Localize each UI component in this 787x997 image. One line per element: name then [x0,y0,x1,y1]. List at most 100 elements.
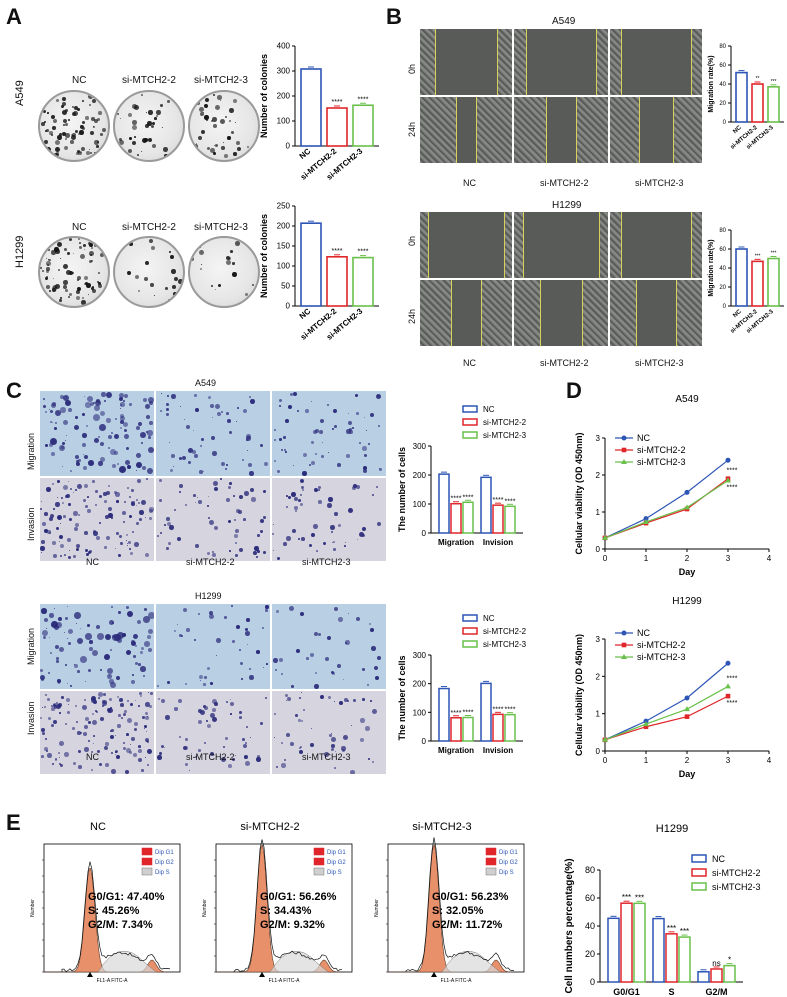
series-line-si-MTCH2-3 [604,685,729,741]
significance-label: *** [771,251,777,257]
texture-dot [183,746,188,751]
texture-dot [127,271,131,275]
texture-dot [273,658,278,663]
colony-dish-a549-si2 [113,90,185,162]
texture-dot [55,147,60,152]
wound-image [610,212,702,278]
texture-dot [80,732,82,734]
texture-dot [334,512,338,516]
texture-dot [311,728,313,730]
texture-dot [67,606,69,608]
texture-dot [91,247,93,249]
texture-dot [246,434,251,439]
flow-histogram-si3: si-MTCH2-3 Number FL1-A FITC-A Dip G1 Dip G2… [374,821,525,984]
wound-texture [420,212,428,278]
texture-dot [372,761,375,764]
texture-dot [54,247,59,252]
texture-dot [148,436,151,439]
texture-dot [69,293,72,296]
texture-dot [188,448,193,453]
wound-texture [514,212,523,278]
texture-dot [200,710,205,715]
texture-dot [137,620,141,624]
texture-dot [94,140,99,145]
y-tick-label: 80 [585,865,595,875]
wound-texture [514,29,526,95]
texture-dot [327,503,332,508]
texture-dot [306,657,309,660]
bar-G2/M-NC [697,971,710,983]
flow-legend-swatch [485,857,497,866]
bar-si-MTCH2-3 [352,256,374,307]
texture-dot [205,98,209,102]
x-axis-label: FL1-A FITC-A [97,978,129,984]
texture-dot [56,704,61,709]
texture-dot [227,419,231,423]
texture-dot [46,261,51,266]
y-tick-label: 60 [719,247,726,253]
texture-dot [119,698,123,702]
y-axis-label: Number of colonies [259,54,269,138]
texture-dot [118,554,122,558]
significance-label: **** [727,700,738,707]
texture-dot [46,152,49,155]
texture-dot [68,481,70,483]
texture-dot [203,471,205,473]
texture-dot [260,444,264,448]
significance-label: *** [755,253,761,259]
texture-dot [85,116,89,120]
chart-title: H1299 [656,823,688,835]
texture-dot [249,675,254,680]
texture-dot [116,500,119,503]
texture-dot [119,535,123,539]
texture-dot [102,701,107,706]
texture-dot [65,440,67,442]
texture-dot [88,740,90,742]
texture-dot [217,95,222,100]
wound-texture [481,280,512,346]
significance-label: *** [622,893,631,902]
texture-dot [245,761,250,766]
x-tick-label: 1 [644,756,649,765]
texture-dot [52,541,56,545]
texture-dot [83,732,87,736]
texture-dot [228,764,232,768]
texture-dot [135,700,137,702]
texture-dot [117,632,124,639]
y-tick-label: 0 [422,737,427,746]
marker-triangle [431,972,437,977]
texture-dot [132,104,137,109]
texture-dot [167,100,171,104]
significance-label: **** [493,706,504,713]
texture-dot [140,666,146,672]
texture-dot [49,131,53,135]
texture-dot [64,554,66,556]
texture-dot [48,259,50,261]
texture-dot [122,633,127,638]
texture-dot [171,394,176,399]
texture-dot [129,403,132,406]
wound-texture [582,280,583,346]
texture-dot [315,672,318,675]
y-tick-label: 40 [585,921,595,931]
texture-dot [166,408,170,412]
texture-dot [60,297,62,299]
texture-dot [132,674,135,677]
texture-dot [352,486,356,490]
texture-dot [235,122,237,124]
texture-dot [74,106,79,111]
texture-dot [285,451,287,453]
texture-dot [214,702,218,706]
histogram-title: NC [90,821,106,833]
wound-image [514,97,608,163]
g2m-percentage: G2/M: 7.34% [88,919,153,931]
texture-dot [60,258,61,259]
texture-dot [66,435,68,437]
texture-dot [68,503,71,506]
texture-dot [145,702,150,707]
texture-dot [78,459,81,462]
wound-texture [456,97,476,163]
texture-dot [334,425,338,429]
texture-dot [68,408,72,412]
texture-dot [196,101,200,105]
